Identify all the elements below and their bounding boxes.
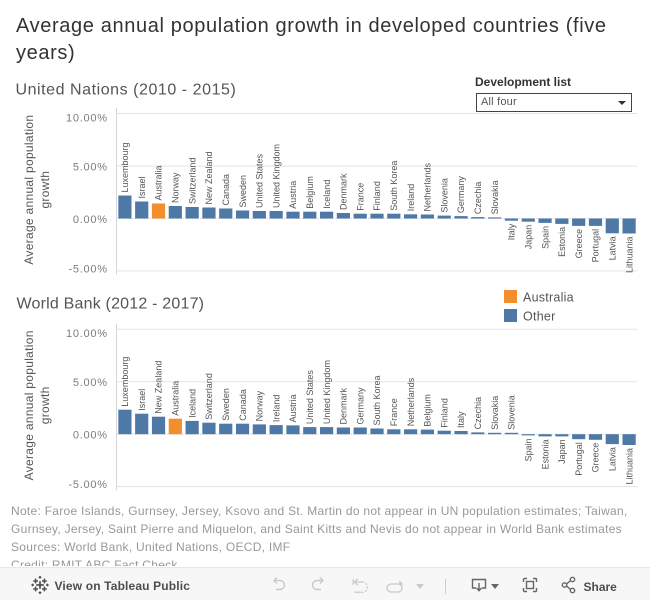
svg-text:Spain: Spain <box>523 438 533 461</box>
svg-text:New Zealand: New Zealand <box>154 361 164 414</box>
svg-text:Czechia: Czechia <box>473 397 483 430</box>
svg-text:Portugal: Portugal <box>591 229 601 263</box>
svg-text:Australia: Australia <box>171 381 181 416</box>
svg-text:Germany: Germany <box>456 176 466 214</box>
svg-text:Iceland: Iceland <box>187 389 197 418</box>
svg-text:Australia: Australia <box>523 291 574 305</box>
svg-text:Netherlands: Netherlands <box>423 162 433 211</box>
svg-text:South Korea: South Korea <box>389 161 399 211</box>
svg-text:Portugal: Portugal <box>574 442 584 476</box>
svg-text:Average annual population: Average annual population <box>22 115 36 265</box>
svg-text:Finland: Finland <box>439 398 449 428</box>
svg-text:Estonia: Estonia <box>557 227 567 257</box>
svg-text:Slovenia: Slovenia <box>507 395 517 430</box>
svg-text:Spain: Spain <box>540 226 550 249</box>
svg-text:Denmark: Denmark <box>339 387 349 424</box>
svg-text:Canada: Canada <box>221 174 231 206</box>
svg-text:Belgium: Belgium <box>305 176 315 209</box>
svg-text:Italy: Italy <box>507 223 517 240</box>
svg-text:Slovakia: Slovakia <box>490 396 500 430</box>
svg-text:Austria: Austria <box>288 181 298 209</box>
svg-text:France: France <box>389 398 399 426</box>
svg-text:Luxembourg: Luxembourg <box>120 357 130 407</box>
svg-text:Latvia: Latvia <box>607 447 617 471</box>
svg-text:10.00%: 10.00% <box>66 112 108 124</box>
svg-text:growth: growth <box>38 171 52 209</box>
svg-text:United Nations (2010 - 2015): United Nations (2010 - 2015) <box>16 82 237 99</box>
svg-text:Other: Other <box>523 310 556 324</box>
svg-text:Canada: Canada <box>238 389 248 421</box>
svg-text:Luxembourg: Luxembourg <box>120 142 130 192</box>
svg-text:Denmark: Denmark <box>339 173 349 210</box>
svg-text:Lithuania: Lithuania <box>624 237 634 274</box>
svg-text:Iceland: Iceland <box>322 180 332 209</box>
svg-text:Israel: Israel <box>137 176 147 198</box>
svg-text:Average annual population: Average annual population <box>22 330 36 480</box>
svg-text:10.00%: 10.00% <box>66 328 108 340</box>
svg-text:Norway: Norway <box>255 390 265 421</box>
svg-text:Australia: Australia <box>154 165 164 200</box>
svg-text:South Korea: South Korea <box>372 375 382 425</box>
svg-text:Latvia: Latvia <box>607 236 617 260</box>
svg-text:Belgium: Belgium <box>423 394 433 427</box>
svg-text:United States: United States <box>305 370 315 425</box>
svg-text:5.00%: 5.00% <box>73 161 108 173</box>
svg-text:Greece: Greece <box>591 443 601 473</box>
svg-text:-5.00%: -5.00% <box>68 479 107 491</box>
svg-text:5.00%: 5.00% <box>73 377 108 389</box>
svg-text:Italy: Italy <box>456 411 466 428</box>
svg-text:Japan: Japan <box>523 225 533 250</box>
svg-text:Germany: Germany <box>355 387 365 425</box>
svg-text:Sweden: Sweden <box>221 388 231 421</box>
svg-text:United Kingdom: United Kingdom <box>271 144 281 208</box>
svg-text:New Zealand: New Zealand <box>204 151 214 204</box>
svg-text:Estonia: Estonia <box>540 439 550 469</box>
svg-text:Switzerland: Switzerland <box>187 157 197 204</box>
svg-text:Finland: Finland <box>372 181 382 211</box>
svg-text:Israel: Israel <box>137 389 147 411</box>
svg-text:Lithuania: Lithuania <box>624 448 634 485</box>
svg-text:Japan: Japan <box>557 439 567 464</box>
svg-text:growth: growth <box>38 386 52 424</box>
svg-text:Norway: Norway <box>171 172 181 203</box>
svg-text:Ireland: Ireland <box>271 395 281 423</box>
svg-text:Ireland: Ireland <box>406 184 416 212</box>
svg-text:United States: United States <box>255 153 265 208</box>
svg-text:-5.00%: -5.00% <box>68 264 107 276</box>
svg-text:Switzerland: Switzerland <box>204 373 214 420</box>
svg-text:0.00%: 0.00% <box>73 214 108 226</box>
svg-text:Sweden: Sweden <box>238 175 248 208</box>
svg-text:Austria: Austria <box>288 394 298 422</box>
svg-text:Greece: Greece <box>574 229 584 259</box>
svg-text:World Bank (2012 - 2017): World Bank (2012 - 2017) <box>17 296 205 313</box>
svg-text:0.00%: 0.00% <box>73 430 108 442</box>
svg-text:Slovenia: Slovenia <box>439 178 449 213</box>
svg-text:United Kingdom: United Kingdom <box>322 360 332 424</box>
svg-text:Czechia: Czechia <box>473 182 483 215</box>
svg-text:Netherlands: Netherlands <box>406 377 416 426</box>
svg-text:Slovakia: Slovakia <box>490 180 500 214</box>
svg-text:France: France <box>355 183 365 211</box>
